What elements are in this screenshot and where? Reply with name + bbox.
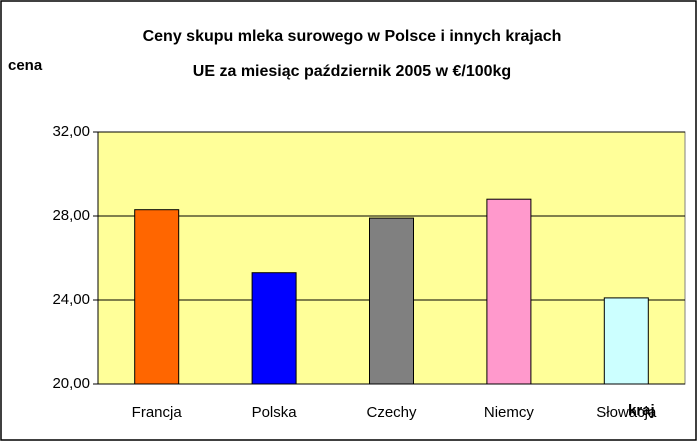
x-tick-label: Słowacja [596,404,657,421]
bar [134,209,180,385]
chart-title: UE za miesiąc październik 2005 w €/100kg [193,63,511,80]
bar [251,272,297,385]
y-axis-title: cena [8,57,43,74]
x-tick-label: Niemcy [484,404,535,421]
y-tick-label: 24,00 [52,291,90,308]
bar [603,297,649,385]
y-tick-label: 20,00 [52,375,90,392]
x-axis-title: kraj [628,402,655,419]
y-tick-label: 32,00 [52,123,90,140]
x-tick-label: Polska [252,404,298,421]
x-tick-label: Czechy [366,404,417,421]
chart-title: Ceny skupu mleka surowego w Polsce i inn… [143,28,562,45]
y-tick-label: 28,00 [52,207,90,224]
x-tick-label: Francja [132,404,183,421]
bar [369,217,414,385]
bar [486,198,532,385]
